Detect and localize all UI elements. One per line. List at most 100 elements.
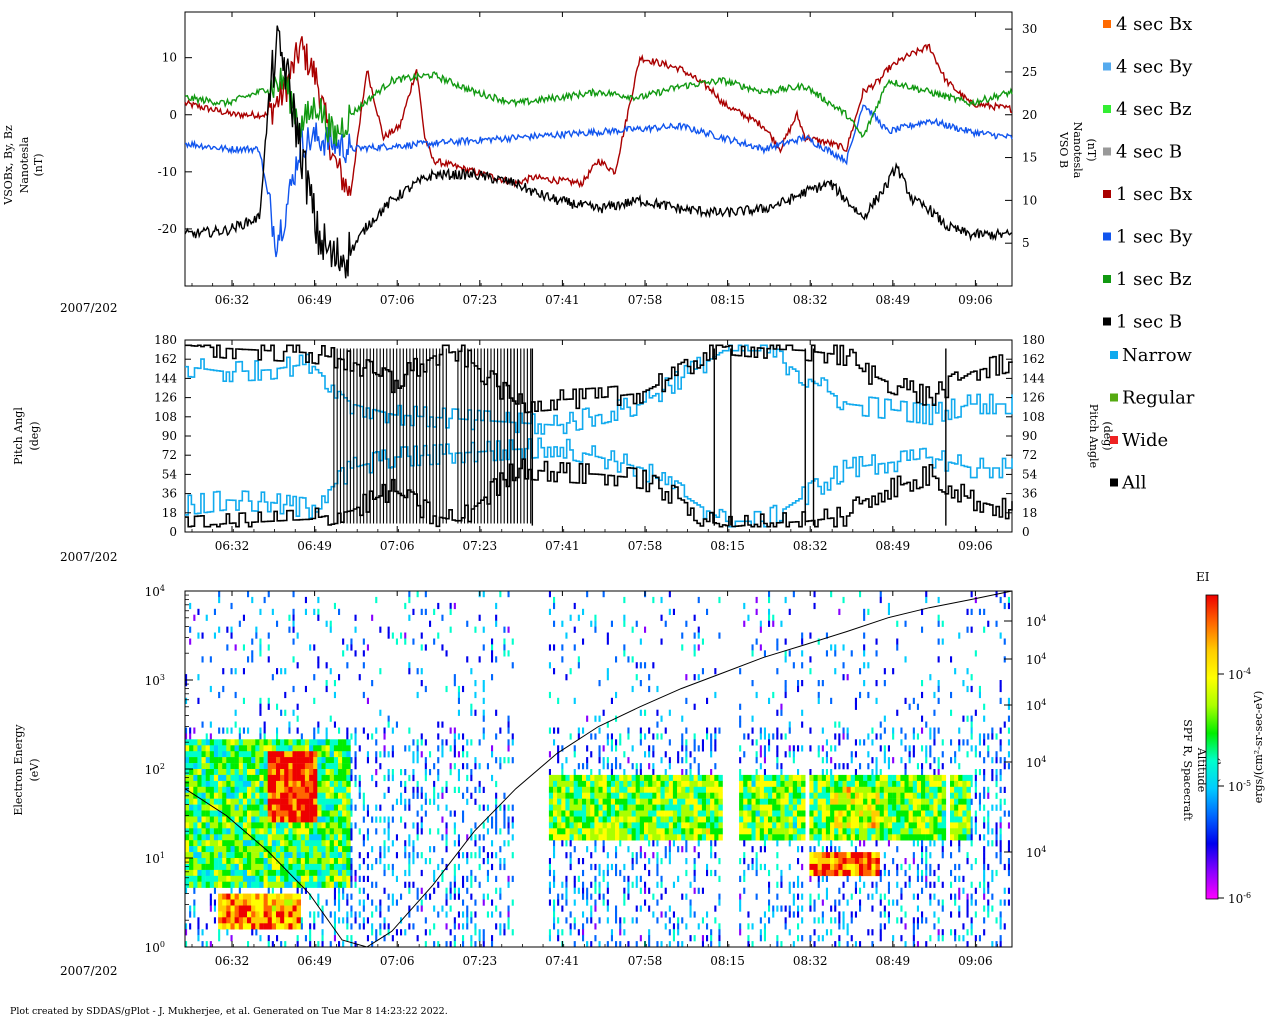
spectrogram-cell <box>226 828 231 835</box>
spectrogram-cell <box>697 774 703 782</box>
spectrogram-cell <box>747 792 752 799</box>
spectrogram-cell <box>383 917 386 924</box>
spectrogram-cell <box>263 875 268 882</box>
spectrogram-cell <box>259 763 264 770</box>
spectrogram-cell <box>346 816 351 823</box>
spectrogram-cell <box>668 917 671 924</box>
spectrogram-cell <box>321 774 326 782</box>
spectrogram-cell <box>838 899 841 906</box>
spectrogram-cell <box>908 863 911 871</box>
spectrogram-cell <box>387 822 390 829</box>
spectrogram-cell <box>644 798 649 805</box>
spectrogram-cell <box>598 751 601 758</box>
spectrogram-cell <box>267 911 273 918</box>
spectrogram-cell <box>416 852 419 859</box>
spectrogram-cell <box>449 608 452 615</box>
spectrogram-cell <box>681 786 686 793</box>
spectrogram-cell <box>991 941 994 948</box>
spectrogram-cell <box>759 626 762 633</box>
spectrogram-cell <box>966 905 969 912</box>
spectrogram-cell <box>606 674 609 681</box>
spectrogram-cell <box>338 822 343 829</box>
spectrogram-cell <box>354 626 357 633</box>
spectrogram-cell <box>362 792 365 799</box>
spectrogram-cell <box>325 899 328 906</box>
spectrogram-cell <box>400 792 403 799</box>
spectrogram-cell <box>739 810 744 817</box>
spectrogram-cell <box>362 727 365 734</box>
spectrogram-cell <box>255 881 260 888</box>
spectrogram-cell <box>768 822 773 829</box>
spectrogram-cell <box>234 798 239 805</box>
spectrogram-cell <box>234 840 239 847</box>
spectrogram-cell <box>466 923 469 930</box>
spectrogram-cell <box>503 858 506 865</box>
spectrogram-cell <box>668 858 671 865</box>
spectrogram-cell <box>333 869 339 877</box>
spectrogram-cell <box>329 863 335 871</box>
spectrogram-cell <box>511 834 514 841</box>
spectrogram-cell <box>594 875 597 882</box>
spectrogram-cell <box>648 810 653 817</box>
spectrogram-cell <box>569 858 572 865</box>
spectrogram-cell <box>573 745 576 752</box>
spectrogram-cell <box>908 816 913 823</box>
spectrogram-cell <box>470 774 473 782</box>
spectrogram-cell <box>189 798 194 805</box>
spectrogram-cell <box>342 941 345 948</box>
time-tick-label: 07:41 <box>545 954 580 968</box>
spectrogram-cell <box>743 869 746 877</box>
spectrogram-cell <box>304 745 310 752</box>
time-tick-label: 06:32 <box>215 293 250 307</box>
spectrogram-cell <box>974 858 977 865</box>
spectrogram-cell <box>387 816 390 823</box>
spectrogram-cell <box>871 792 876 799</box>
spectrogram-cell <box>205 840 211 847</box>
time-tick-label: 08:49 <box>876 954 911 968</box>
spectrogram-cell <box>846 834 851 841</box>
spectrogram-cell <box>615 828 620 835</box>
spectrogram-cell <box>457 893 460 900</box>
panel3-ylabel-unit: (eV) <box>28 758 41 781</box>
spectrogram-cell <box>846 822 851 829</box>
spectrogram-cell <box>610 935 613 942</box>
spectrogram-cell <box>238 620 241 627</box>
spectrogram-cell <box>941 810 947 817</box>
spectrogram-cell <box>201 869 206 877</box>
spectrogram-cell <box>970 816 973 823</box>
spectrogram-cell <box>313 804 318 811</box>
spectrogram-cell <box>759 929 762 936</box>
spectrogram-cell <box>577 929 580 936</box>
spectrogram-cell <box>801 650 804 657</box>
spectrogram-cell <box>342 774 347 782</box>
spectrogram-cell <box>412 852 415 859</box>
spectrogram-cell <box>586 810 591 817</box>
spectrogram-cell <box>296 840 301 847</box>
spectrogram-cell <box>342 869 347 877</box>
spectrogram-cell <box>313 745 318 752</box>
spectrogram-cell <box>999 632 1002 639</box>
spectrogram-cell <box>300 917 303 924</box>
spectrogram-cell <box>267 703 270 710</box>
spectrogram-cell <box>768 620 771 627</box>
spectrogram-cell <box>213 834 219 841</box>
spectrogram-cell <box>209 733 212 740</box>
legend-swatch <box>1103 317 1111 326</box>
spectrogram-cell <box>238 840 244 847</box>
spectrogram-cell <box>623 786 628 793</box>
spectrogram-cell <box>887 786 893 793</box>
spectrogram-cell <box>801 632 804 639</box>
spectrogram-cell <box>234 893 239 900</box>
spectrogram-cell <box>768 596 771 604</box>
spectrogram-cell <box>925 780 930 788</box>
spectrogram-cell <box>867 691 870 699</box>
spectrogram-cell <box>226 881 231 888</box>
spectrogram-cell <box>362 905 365 912</box>
spectrogram-cell <box>420 608 423 615</box>
spectrogram-cell <box>300 757 306 764</box>
spectrogram-cell <box>834 733 837 740</box>
spectrogram-cell <box>486 816 489 823</box>
spectrogram-cell <box>797 792 802 799</box>
spectrogram-cell <box>371 881 374 888</box>
spectrogram-cell <box>470 881 473 888</box>
